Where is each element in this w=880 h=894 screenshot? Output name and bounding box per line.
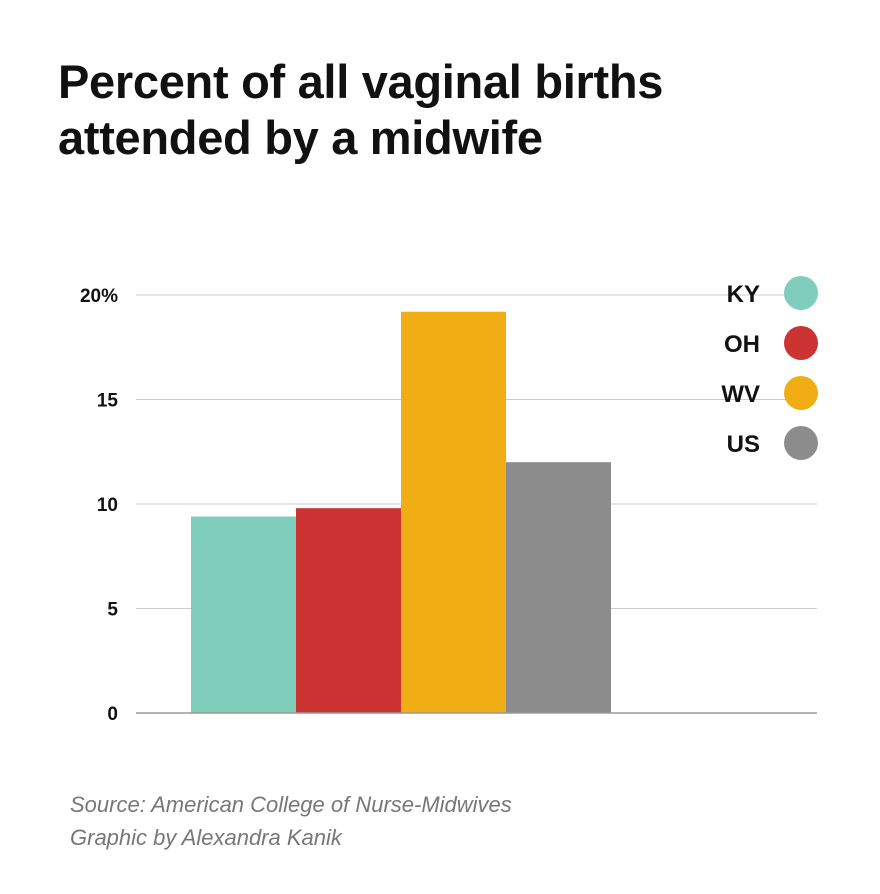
legend-swatch-us — [784, 426, 818, 460]
chart-title-line-2: attended by a midwife — [58, 111, 543, 164]
y-tick-label: 0 — [107, 704, 118, 725]
bar-us — [506, 462, 611, 713]
source-credit: Source: American College of Nurse-Midwiv… — [70, 788, 512, 854]
legend-label-oh: OH — [724, 331, 760, 358]
y-tick-label: 5 — [107, 600, 118, 621]
legend-label-wv: WV — [721, 381, 760, 408]
legend: KY OH WV US — [721, 276, 818, 460]
legend-label-us: US — [727, 431, 760, 458]
bar-oh — [296, 508, 401, 713]
source-text: Source: American College of Nurse-Midwiv… — [70, 792, 512, 817]
bar-ky — [191, 516, 296, 713]
y-tick-label: 20% — [80, 286, 118, 307]
chart-title: Percent of all vaginal births attended b… — [58, 54, 858, 166]
legend-label-ky: KY — [727, 281, 760, 308]
y-tick-label: 10 — [97, 495, 118, 516]
credit-text: Graphic by Alexandra Kanik — [70, 825, 342, 850]
legend-swatch-wv — [784, 376, 818, 410]
bar-wv — [401, 311, 506, 713]
bars — [191, 311, 611, 713]
y-axis: 0 5 10 15 20% — [80, 286, 118, 725]
legend-swatch-oh — [784, 326, 818, 360]
chart-title-line-1: Percent of all vaginal births — [58, 55, 664, 108]
legend-swatch-ky — [784, 276, 818, 310]
y-tick-label: 15 — [97, 391, 119, 412]
